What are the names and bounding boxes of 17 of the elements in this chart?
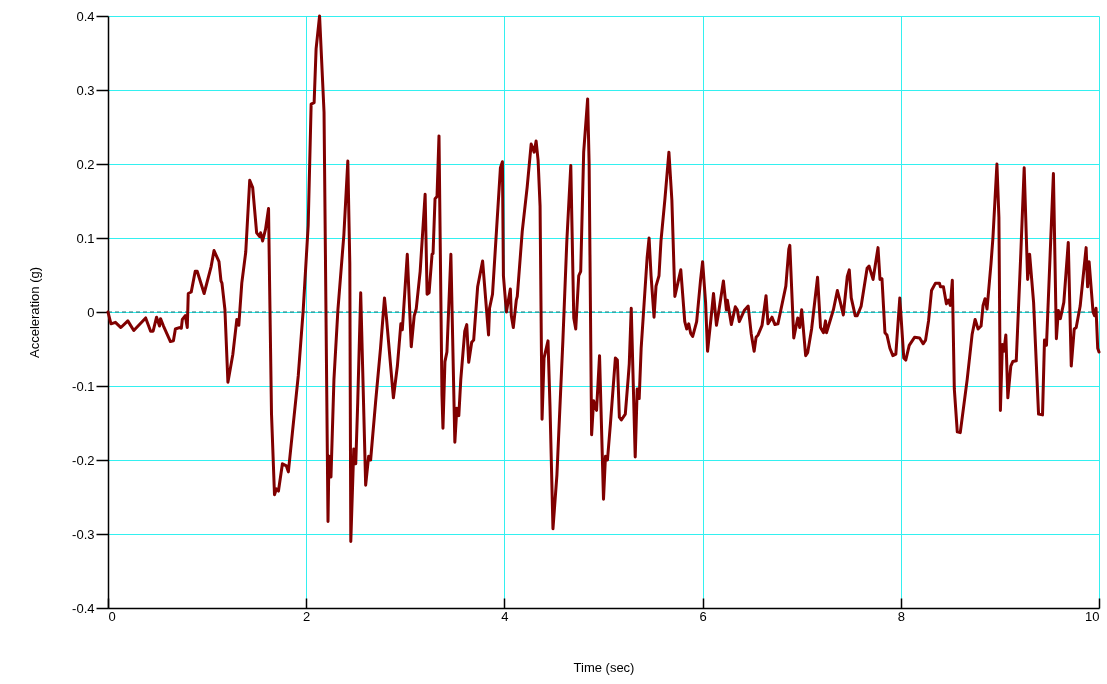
x-tick-label: 6	[699, 608, 707, 624]
y-tick-label: 0.3	[76, 82, 95, 98]
x-tick-label: 0	[108, 608, 116, 624]
x-tick-label: 8	[897, 608, 905, 624]
x-tick-label: 10	[1085, 608, 1100, 624]
y-tick-label: -0.4	[72, 600, 95, 616]
x-tick-label: 4	[501, 608, 509, 624]
y-tick-label: -0.3	[72, 526, 95, 542]
y-tick-label: -0.1	[72, 378, 95, 394]
y-tick-label: -0.2	[72, 452, 95, 468]
y-tick-label: 0.1	[76, 230, 95, 246]
x-axis-title: Time (sec)	[573, 659, 635, 675]
y-axis-title: Acceleration (g)	[27, 266, 43, 359]
y-tick-label: 0.4	[76, 8, 95, 24]
y-tick-label: 0	[87, 304, 95, 320]
y-tick-label: 0.2	[76, 156, 95, 172]
x-tick-label: 2	[303, 608, 311, 624]
